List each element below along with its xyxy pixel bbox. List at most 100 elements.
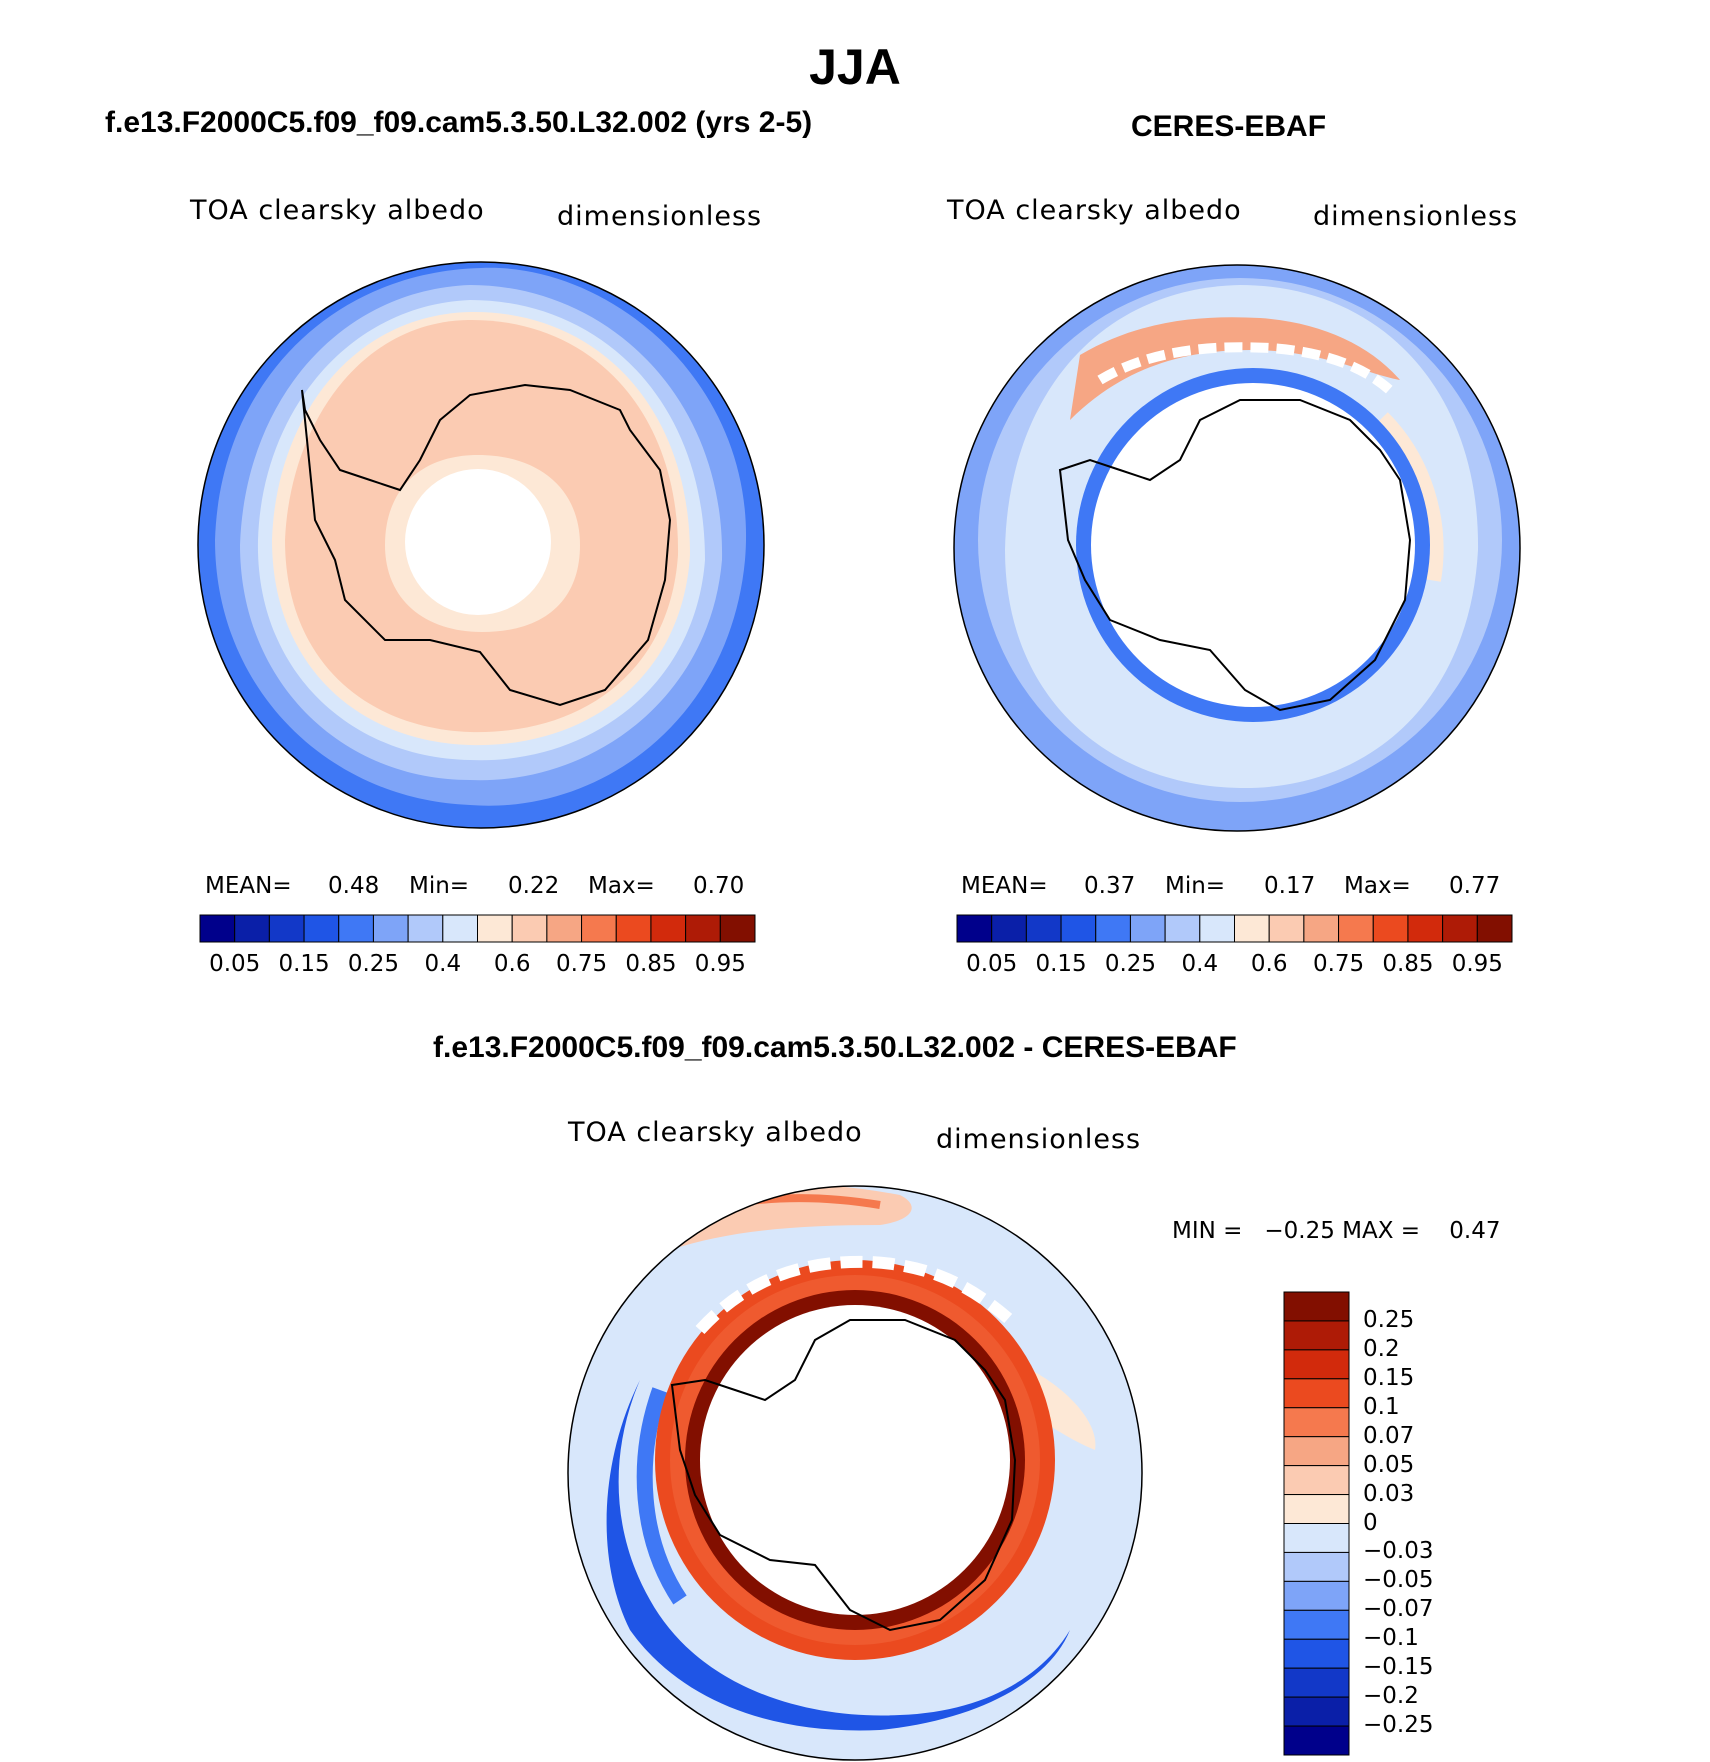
panel1-colorbar-color-box <box>407 914 444 943</box>
panel3-colorbar-tick-label: 0 <box>1363 1509 1378 1536</box>
panel1-mean-label: MEAN= <box>205 873 292 899</box>
panel2-case-title: CERES-EBAF <box>1131 110 1327 143</box>
panel3-units: dimensionless <box>936 1124 1142 1155</box>
panel1-colorbar-color-box <box>685 914 721 943</box>
panel3-minmax: MIN = −0.25 MAX = 0.47 <box>1172 1218 1501 1244</box>
panel3-colorbar-tick-label: −0.25 <box>1363 1712 1434 1739</box>
panel2-colorbar-color-box <box>1234 914 1270 943</box>
panel1-colorbar-tick-label: 0.05 <box>209 951 261 977</box>
panel3-map-border <box>567 1185 1143 1761</box>
panel3-colorbar-tick-label: −0.2 <box>1363 1683 1419 1710</box>
panel1-colorbar-color-box <box>338 914 374 943</box>
panel1-colorbar-color-box <box>615 914 652 943</box>
panel1-colorbar-color-box <box>234 914 270 943</box>
panel1-colorbar-color-box <box>477 914 513 943</box>
figure-title: JJA <box>809 39 901 95</box>
panel1-colorbar-color-box <box>650 914 687 943</box>
panel1-map <box>198 262 764 828</box>
panel1-max-value: 0.70 <box>693 873 745 899</box>
panel3-colorbar-color-box <box>1283 1407 1350 1438</box>
panel3-colorbar <box>1283 1291 1350 1756</box>
panel3-colorbar-tick-label: 0.03 <box>1363 1480 1415 1507</box>
panel3-colorbar-color-box <box>1283 1696 1350 1727</box>
panel1-max-label: Max= <box>588 873 655 899</box>
panel1-colorbar-tick-label: 0.75 <box>555 951 608 977</box>
panel2-colorbar-tick-label: 0.85 <box>1382 951 1434 977</box>
panel2-colorbar-tick-label: 0.15 <box>1035 951 1087 977</box>
panel3-colorbar-color-box <box>1283 1551 1350 1582</box>
panel3-variable: TOA clearsky albedo <box>568 1117 863 1148</box>
panel2-colorbar-color-box <box>1025 914 1062 943</box>
panel1-colorbar-tick-label: 0.4 <box>424 951 462 977</box>
panel3-colorbar-color-box <box>1283 1667 1350 1698</box>
panel1-colorbar-color-box <box>546 914 583 943</box>
panel2-colorbar-tick-label: 0.75 <box>1312 951 1365 977</box>
panel2-colorbar-tick-label: 0.05 <box>966 951 1018 977</box>
panel1-colorbar-color-box <box>719 914 756 943</box>
panel2-max-label: Max= <box>1344 873 1411 899</box>
panel3-colorbar-tick-label: −0.15 <box>1363 1654 1434 1681</box>
panel1-colorbar-tick-label: 0.15 <box>278 951 330 977</box>
panel1-colorbar-color-box <box>303 914 340 943</box>
panel2-map-border <box>953 264 1521 832</box>
panel1-colorbar-color-box <box>581 914 617 943</box>
panel3-colorbar-color-box <box>1283 1320 1350 1351</box>
panel2-colorbar-tick-label: 0.4 <box>1181 951 1219 977</box>
panel1-colorbar-color-box <box>442 914 478 943</box>
panel2-units: dimensionless <box>1313 201 1519 232</box>
panel1-map-border <box>197 261 765 829</box>
panel2-colorbar-color-box <box>1129 914 1166 943</box>
panel2-colorbar-tick-label: 0.6 <box>1250 951 1288 977</box>
panel2-colorbar-color-box <box>1060 914 1097 943</box>
panel3-colorbar-tick-label: 0.07 <box>1363 1422 1415 1449</box>
panel2-variable: TOA clearsky albedo <box>947 195 1242 226</box>
panel3-colorbar-color-box <box>1283 1465 1350 1496</box>
panel3-colorbar-color-box <box>1283 1523 1350 1553</box>
panel3-colorbar-color-box <box>1283 1580 1350 1611</box>
panel3-colorbar-tick-label: −0.1 <box>1363 1625 1419 1652</box>
panel1-case-title: f.e13.F2000C5.f09_f09.cam5.3.50.L32.002 … <box>105 106 813 139</box>
panel3-colorbar-tick-label: 0.05 <box>1363 1451 1415 1478</box>
panel2-colorbar-color-box <box>1442 914 1478 943</box>
panel2-colorbar-color-box <box>1476 914 1513 943</box>
panel2-colorbar-color-box <box>1372 914 1409 943</box>
panel1-units: dimensionless <box>557 201 763 232</box>
panel3-colorbar-color-box <box>1283 1609 1350 1640</box>
panel1-colorbar-color-box <box>268 914 305 943</box>
panel3-colorbar-color-box <box>1283 1291 1350 1322</box>
panel3-colorbar-tick-label: −0.05 <box>1363 1567 1434 1594</box>
panel2-mean-label: MEAN= <box>961 873 1048 899</box>
panel2-colorbar-color-box <box>1407 914 1444 943</box>
panel1-mean-value: 0.48 <box>328 873 380 899</box>
panel2-colorbar-color-box <box>956 914 993 943</box>
panel3-colorbar-tick-label: 0.2 <box>1363 1335 1400 1362</box>
panel3-colorbar-color-box <box>1283 1349 1350 1380</box>
panel1-colorbar-color-box <box>511 914 548 943</box>
panel2-mean-value: 0.37 <box>1084 873 1136 899</box>
panel3-colorbar-tick-label: −0.03 <box>1363 1538 1434 1565</box>
panel1-colorbar-tick-label: 0.6 <box>493 951 531 977</box>
panel1-colorbar-color-box <box>372 914 409 943</box>
panel2-min-label: Min= <box>1165 873 1226 899</box>
panel3-map <box>568 1186 1142 1760</box>
panel3-colorbar-color-box <box>1283 1436 1350 1467</box>
panel3-colorbar-tick-label: −0.07 <box>1363 1596 1434 1623</box>
panel2-colorbar-color-box <box>1095 914 1131 943</box>
panel3-colorbar-tick-label: 0.25 <box>1363 1306 1415 1333</box>
panel1-colorbar-tick-label: 0.85 <box>625 951 677 977</box>
panel2-min-value: 0.17 <box>1264 873 1316 899</box>
panel2-colorbar-tick-label: 0.25 <box>1104 951 1157 977</box>
panel3-colorbar-tick-label: 0.1 <box>1363 1393 1400 1420</box>
panel3-colorbar-tick-label: 0.15 <box>1363 1364 1415 1391</box>
panel1-colorbar-tick-label: 0.95 <box>694 951 746 977</box>
panel1-variable: TOA clearsky albedo <box>190 195 485 226</box>
panel2-map <box>954 265 1520 831</box>
panel3-colorbar-color-box <box>1283 1725 1350 1756</box>
panel2-max-value: 0.77 <box>1449 873 1501 899</box>
panel1-colorbar-color-box <box>199 914 236 943</box>
panel1-min-label: Min= <box>409 873 470 899</box>
panel3-colorbar-color-box <box>1283 1378 1350 1409</box>
panel3-colorbar-color-box <box>1283 1494 1350 1524</box>
panel2-colorbar-tick-label: 0.95 <box>1451 951 1503 977</box>
